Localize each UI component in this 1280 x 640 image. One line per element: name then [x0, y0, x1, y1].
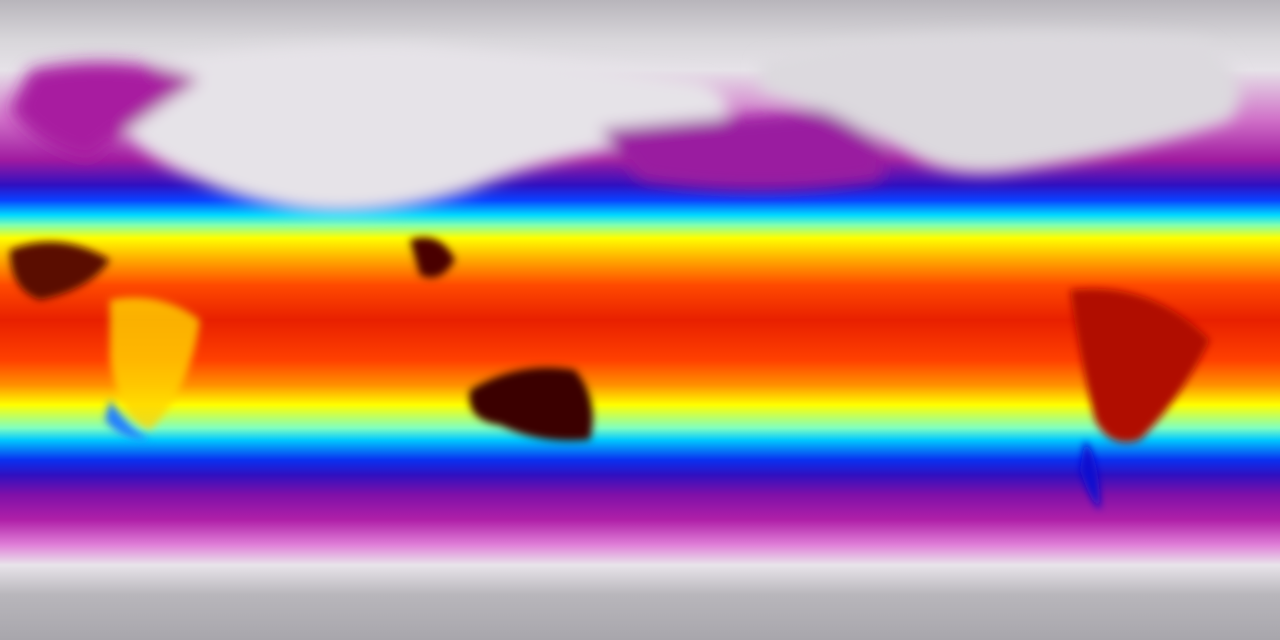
- northern-landmasses: [10, 33, 1240, 213]
- southern-features: [105, 400, 1100, 510]
- hot-landmasses: [10, 237, 1210, 443]
